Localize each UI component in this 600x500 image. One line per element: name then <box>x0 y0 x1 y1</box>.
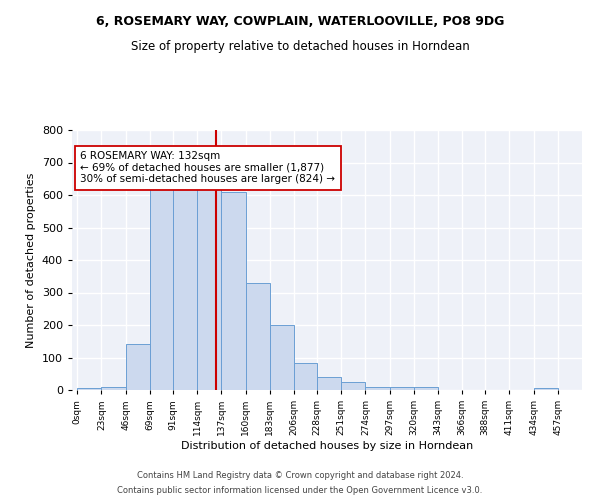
Bar <box>365 387 389 390</box>
X-axis label: Distribution of detached houses by size in Horndean: Distribution of detached houses by size … <box>181 441 473 451</box>
Text: Contains public sector information licensed under the Open Government Licence v3: Contains public sector information licen… <box>118 486 482 495</box>
Bar <box>389 387 414 390</box>
Bar <box>173 184 197 390</box>
Y-axis label: Number of detached properties: Number of detached properties <box>26 172 36 348</box>
Bar <box>533 388 558 390</box>
Bar <box>221 192 245 390</box>
Bar <box>150 183 173 390</box>
Bar <box>341 382 365 390</box>
Text: 6, ROSEMARY WAY, COWPLAIN, WATERLOOVILLE, PO8 9DG: 6, ROSEMARY WAY, COWPLAIN, WATERLOOVILLE… <box>96 15 504 28</box>
Bar <box>294 362 317 390</box>
Text: Size of property relative to detached houses in Horndean: Size of property relative to detached ho… <box>131 40 469 53</box>
Bar <box>125 344 150 390</box>
Bar <box>414 387 438 390</box>
Bar <box>101 387 125 390</box>
Bar <box>77 388 101 390</box>
Bar <box>317 377 341 390</box>
Text: Contains HM Land Registry data © Crown copyright and database right 2024.: Contains HM Land Registry data © Crown c… <box>137 471 463 480</box>
Bar <box>197 185 221 390</box>
Text: 6 ROSEMARY WAY: 132sqm
← 69% of detached houses are smaller (1,877)
30% of semi-: 6 ROSEMARY WAY: 132sqm ← 69% of detached… <box>80 151 335 184</box>
Bar <box>245 283 269 390</box>
Bar <box>269 325 294 390</box>
